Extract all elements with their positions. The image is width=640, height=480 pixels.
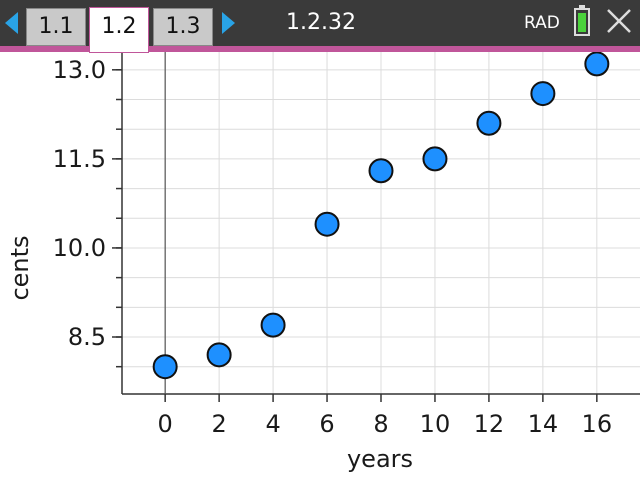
tab-1-1[interactable]: 1.1: [26, 8, 86, 46]
data-points[interactable]: [152, 52, 610, 380]
tab-1-3[interactable]: 1.3: [153, 8, 213, 46]
y-tick-label: 10.0: [53, 234, 106, 262]
x-axis-title: years: [347, 445, 413, 473]
top-bar: 1.1 1.3 1.2.32 RAD: [0, 0, 640, 46]
x-tick-label: 12: [474, 410, 505, 438]
tab-1-2[interactable]: 1.2: [89, 7, 149, 53]
x-tick-label: 4: [265, 410, 280, 438]
next-tab-arrow-icon[interactable]: [222, 12, 235, 34]
battery-icon: [574, 5, 590, 36]
data-point[interactable]: [206, 342, 232, 368]
y-tick-label: 13.0: [53, 56, 106, 84]
angle-mode-indicator: RAD: [524, 13, 560, 33]
document-page-title: 1.2.32: [286, 10, 356, 35]
axes: [112, 52, 640, 402]
x-tick-label: 16: [582, 410, 613, 438]
y-tick-label: 8.5: [68, 323, 106, 351]
x-tick-label: 14: [528, 410, 559, 438]
x-tick-label: 2: [211, 410, 226, 438]
data-point[interactable]: [476, 110, 502, 136]
y-axis-title: cents: [6, 235, 34, 300]
y-tick-label: 11.5: [53, 145, 106, 173]
data-point[interactable]: [314, 211, 340, 237]
x-tick-label: 10: [420, 410, 451, 438]
data-point[interactable]: [422, 146, 448, 172]
data-point[interactable]: [152, 354, 178, 380]
data-point[interactable]: [530, 81, 556, 107]
x-tick-label: 6: [319, 410, 334, 438]
data-point[interactable]: [584, 52, 610, 77]
tick-labels: 0 2 4 6 8 10 12 14 16 8.5 10.0 11.5 13.0: [53, 56, 613, 438]
x-tick-label: 0: [158, 410, 173, 438]
previous-tab-arrow-icon[interactable]: [5, 12, 18, 34]
close-icon[interactable]: [604, 6, 634, 36]
grid-lines: [122, 52, 640, 394]
x-tick-label: 8: [373, 410, 388, 438]
data-point[interactable]: [368, 158, 394, 184]
scatter-plot[interactable]: 0 2 4 6 8 10 12 14 16 8.5 10.0 11.5 13.0 years cents: [0, 52, 640, 480]
data-point[interactable]: [260, 312, 286, 338]
active-tab-underline: [0, 46, 640, 52]
